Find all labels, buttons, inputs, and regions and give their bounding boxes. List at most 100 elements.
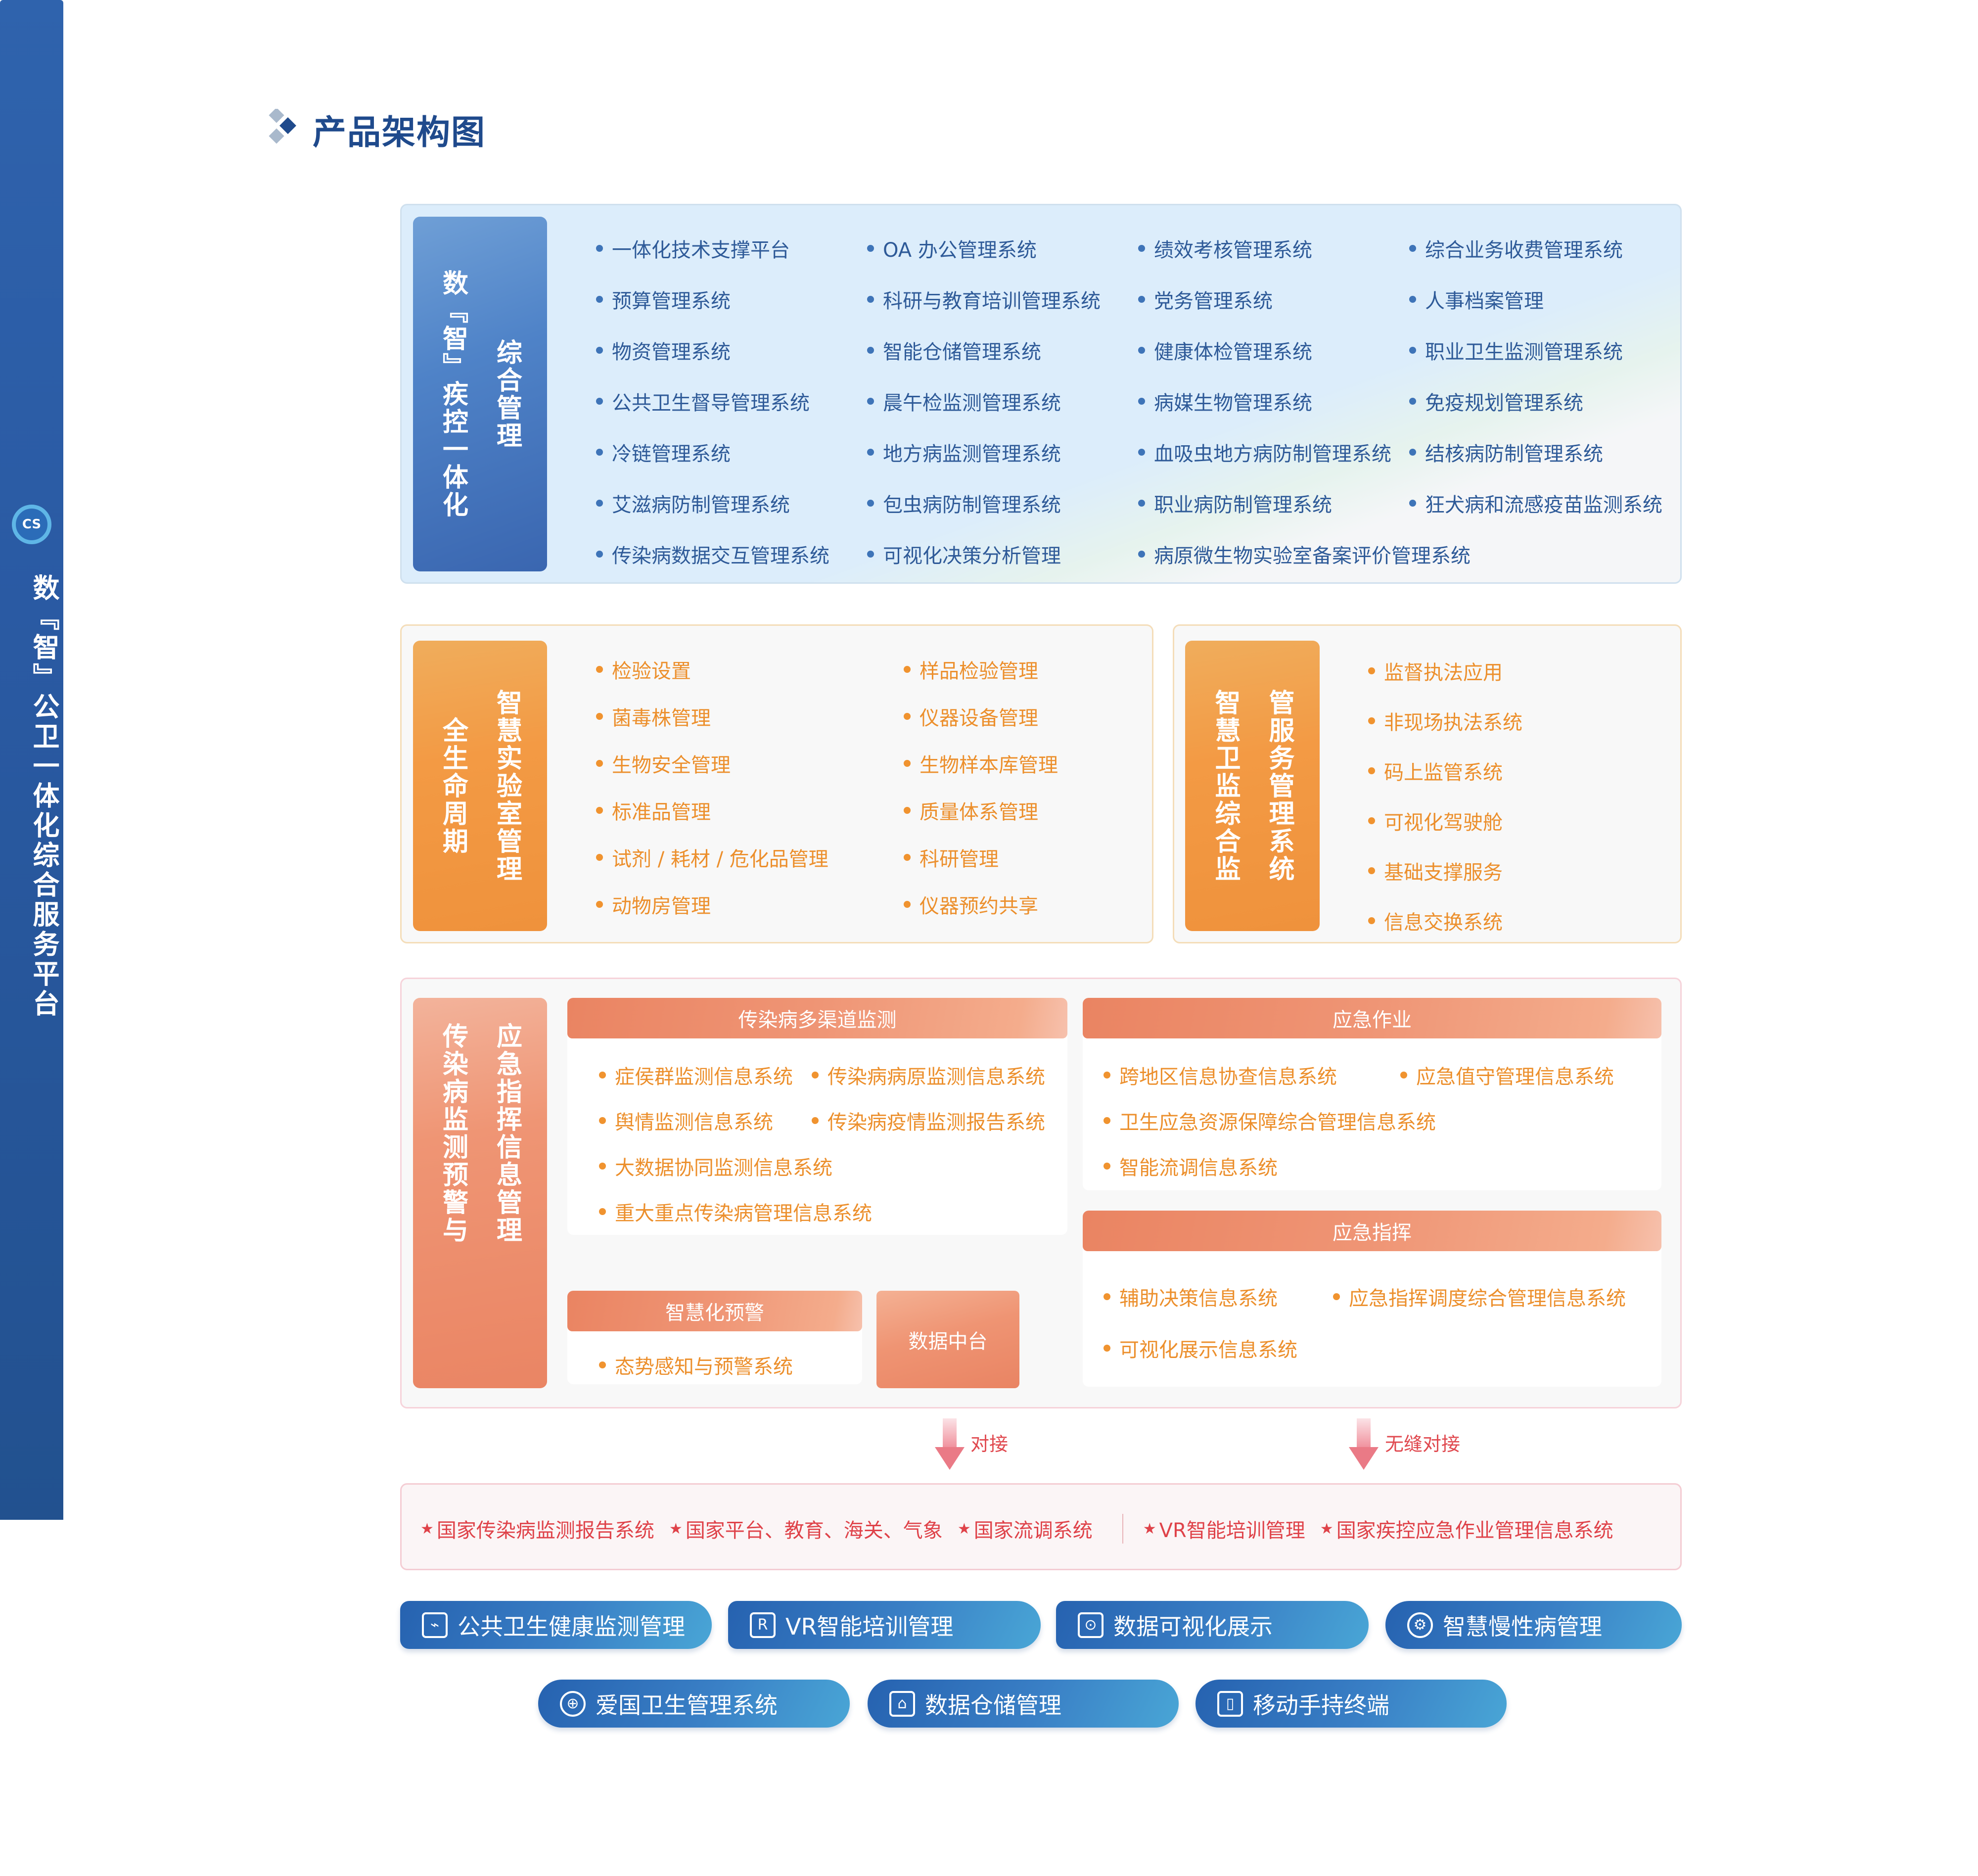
list-item: 地方病监测管理系统	[867, 426, 1138, 477]
item-label: 科研与教育培训管理系统	[883, 289, 1101, 313]
item-label: 国家疾控应急作业管理信息系统	[1336, 1519, 1613, 1542]
item-label: 国家平台、教育、海关、气象	[685, 1519, 943, 1542]
module-button[interactable]: ⚙ 智慧慢性病管理	[1385, 1601, 1682, 1649]
list-item: 重大重点传染病管理信息系统	[599, 1189, 872, 1234]
button-label: VR智能培训管理	[785, 1613, 954, 1640]
list-item: 舆情监测信息系统	[599, 1098, 812, 1143]
list-item: 生物样本库管理	[904, 740, 1102, 787]
bullet-icon	[596, 759, 603, 767]
gear-icon: ⚙	[1407, 1612, 1433, 1638]
button-label: 公共卫生健康监测管理	[458, 1613, 685, 1640]
national-system-item: ★ 国家流调系统	[958, 1514, 1093, 1543]
item-label: 冷链管理系统	[612, 442, 731, 466]
star-icon: ★	[669, 1520, 683, 1538]
module-button[interactable]: ⌁ 公共卫生健康监测管理	[400, 1601, 712, 1649]
cross-circle-icon: ⊕	[560, 1690, 586, 1717]
panel-smart-warning: 智慧化预警 态势感知与预警系统	[567, 1291, 862, 1384]
list-item: 智能仓储管理系统	[867, 325, 1138, 375]
panel-emergency-operations: 应急作业 跨地区信息协查信息系统 应急值守管理信息系统 卫生应急资源保障综合管理信息…	[1083, 998, 1661, 1190]
list-item: 科研管理	[904, 834, 1102, 881]
item-label: 态势感知与预警系统	[615, 1356, 793, 1378]
list-item: 监督执法应用	[1368, 646, 1615, 696]
item-label: 样品检验管理	[920, 659, 1038, 683]
bullet-icon	[599, 1163, 606, 1170]
item-label: 病媒生物管理系统	[1154, 391, 1312, 415]
bullet-icon	[596, 499, 603, 507]
item-label: 应急值守管理信息系统	[1416, 1066, 1614, 1088]
module-button[interactable]: ⌂ 数据仓储管理	[868, 1680, 1179, 1728]
item-label: 综合业务收费管理系统	[1425, 238, 1623, 262]
bullet-icon	[1368, 717, 1375, 724]
list-item: 菌毒株管理	[596, 693, 904, 740]
button-label: 数据仓储管理	[925, 1691, 1061, 1719]
label-line: 综合管理	[492, 338, 522, 450]
national-system-item: ★ 国家疾控应急作业管理信息系统	[1320, 1514, 1613, 1543]
panel-title: 传染病多渠道监测	[567, 998, 1067, 1038]
bullet-icon	[812, 1072, 819, 1079]
bullet-icon	[904, 759, 911, 767]
system-list: 检验设置 样品检验管理 菌毒株管理 仪器设备管理 生物安全管理 生物样本库管理 标准品管理 质…	[596, 646, 1102, 928]
bullet-icon	[904, 806, 911, 814]
bullet-icon	[596, 295, 603, 303]
list-item: 综合业务收费管理系统	[1409, 223, 1686, 274]
button-label: 智慧慢性病管理	[1443, 1613, 1602, 1640]
list-item: 标准品管理	[596, 787, 904, 834]
module-button[interactable]: ⊕ 爱国卫生管理系统	[538, 1680, 850, 1728]
item-label: 健康体检管理系统	[1154, 340, 1312, 364]
bullet-icon	[904, 712, 911, 720]
item-label: 狂犬病和流感疫苗监测系统	[1425, 493, 1662, 516]
label-line: 传染病监测预警与	[438, 1023, 468, 1244]
item-label: 职业卫生监测管理系统	[1425, 340, 1623, 364]
list-item: 健康体检管理系统	[1138, 325, 1409, 375]
bullet-icon	[596, 448, 603, 456]
list-item: 病媒生物管理系统	[1138, 375, 1409, 426]
list-item: 态势感知与预警系统	[599, 1342, 862, 1384]
item-label: 卫生应急资源保障综合管理信息系统	[1119, 1111, 1436, 1134]
item-label: 应急指挥调度综合管理信息系统	[1349, 1287, 1626, 1310]
list-item: 职业卫生监测管理系统	[1409, 325, 1686, 375]
item-label: 生物安全管理	[612, 753, 731, 777]
item-label: 可视化驾驶舱	[1384, 811, 1503, 834]
item-label: 可视化决策分析管理	[883, 544, 1061, 567]
item-label: 仪器预约共享	[920, 894, 1038, 918]
bullet-icon	[599, 1208, 606, 1215]
bullet-icon	[1409, 448, 1416, 456]
vr-icon: R	[750, 1612, 776, 1638]
list-item: 动物房管理	[596, 881, 904, 928]
cdc-logo-icon: CS	[12, 505, 51, 544]
item-label: 地方病监测管理系统	[883, 442, 1061, 466]
bullet-icon	[596, 853, 603, 861]
bullet-icon	[596, 550, 603, 558]
list-item: 非现场执法系统	[1368, 696, 1615, 746]
bullet-icon	[1138, 499, 1145, 507]
monitor-icon: ⌁	[422, 1612, 448, 1638]
list-item: 一体化技术支撑平台	[596, 223, 867, 274]
module-button[interactable]: ⊙ 数据可视化展示	[1056, 1601, 1369, 1649]
spacer	[1400, 1098, 1661, 1143]
mobile-icon: ▯	[1217, 1690, 1243, 1717]
module-button[interactable]: ▯ 移动手持终端	[1196, 1680, 1507, 1728]
bullet-icon	[1104, 1117, 1110, 1124]
bullet-icon	[1138, 295, 1145, 303]
bullet-icon	[1333, 1293, 1340, 1300]
item-label: 传染病疫情监测报告系统	[828, 1111, 1045, 1134]
bullet-icon	[596, 900, 603, 908]
list-item: 应急指挥调度综合管理信息系统	[1333, 1271, 1661, 1322]
bullet-icon	[812, 1117, 819, 1124]
bullet-icon	[599, 1072, 606, 1079]
list-item: 码上监管系统	[1368, 746, 1615, 796]
label-line: 全生命周期	[438, 716, 468, 855]
list-item: 信息交换系统	[1368, 895, 1615, 945]
divider	[1122, 1514, 1123, 1544]
item-label: 结核病防制管理系统	[1425, 442, 1603, 466]
item-label: 非现场执法系统	[1384, 711, 1522, 734]
list-item: 结核病防制管理系统	[1409, 426, 1686, 477]
list-item: 检验设置	[596, 646, 904, 693]
bullet-icon	[867, 499, 874, 507]
button-label: 爱国卫生管理系统	[596, 1691, 778, 1719]
section3-label: 传染病监测预警与 应急指挥信息管理	[413, 998, 547, 1388]
item-label: 传染病病原监测信息系统	[828, 1066, 1045, 1088]
item-label: 码上监管系统	[1384, 761, 1503, 784]
module-button[interactable]: R VR智能培训管理	[728, 1601, 1041, 1649]
list-item: 预算管理系统	[596, 274, 867, 325]
